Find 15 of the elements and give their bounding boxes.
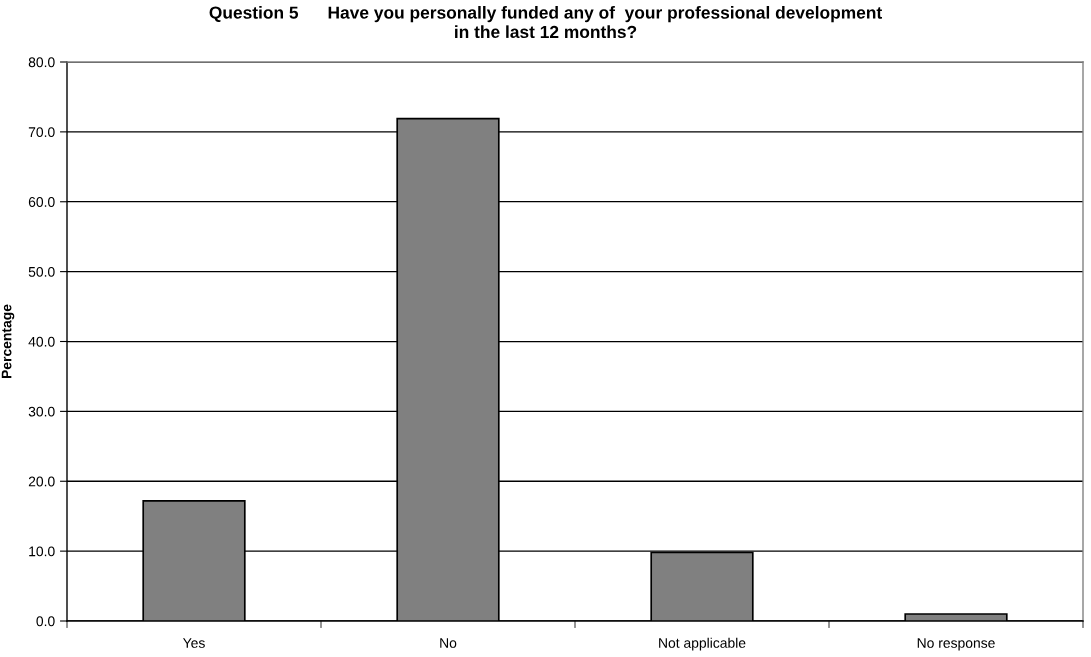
y-tick-label: 0.0 [36,616,55,627]
chart-title: Question 5 Have you personally funded any of your professional development in the last 12 months? [209,6,882,39]
x-tick-label: No response [917,638,995,651]
y-tick-label: 20.0 [28,476,55,487]
y-tick-label: 70.0 [28,127,55,138]
y-tick-label: 50.0 [28,266,55,277]
y-tick-label: 60.0 [28,197,55,207]
x-tick-label: Yes [182,638,205,648]
x-tick-label: No [440,638,457,648]
y-tick-label: 80.0 [28,57,55,68]
y-axis-title: Percentage [1,304,15,379]
x-tick-label: Not applicable [659,637,746,651]
y-tick-label: 30.0 [28,406,55,417]
y-tick-label: 40.0 [28,336,55,347]
y-tick-label: 10.0 [29,546,55,557]
